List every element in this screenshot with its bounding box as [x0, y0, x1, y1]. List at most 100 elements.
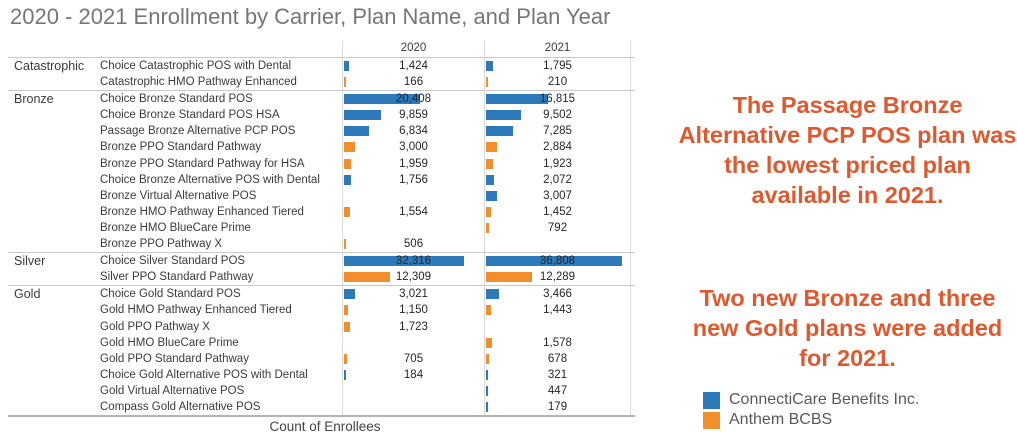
enrollment-bar [486, 77, 488, 88]
page-title: 2020 - 2021 Enrollment by Carrier, Plan … [10, 4, 611, 29]
bar-cell-2021: 2,072 [484, 171, 631, 188]
table-row: Gold Choice Gold Standard POS 3,021 3,466 [8, 285, 635, 303]
table-row: Bronze PPO Standard Pathway for HSA 1,959… [8, 155, 635, 172]
enrollment-bar [344, 158, 351, 169]
legend: ConnectiCare Benefits Inc. Anthem BCBS [703, 390, 919, 430]
tier-label [8, 399, 96, 415]
enrollment-bar [344, 94, 420, 105]
plan-name: Choice Bronze Standard POS [100, 93, 253, 106]
enrollment-value: 2,884 [543, 141, 572, 154]
bar-cell-2021: 1,795 [484, 58, 631, 75]
table-row: Choice Bronze Standard POS HSA 9,859 9,502 [8, 107, 635, 124]
enrollment-bar [486, 385, 488, 396]
plan-name: Compass Gold Alternative POS [100, 400, 261, 413]
plan-name: Silver PPO Standard Pathway [100, 271, 254, 284]
enrollment-bar [486, 110, 521, 121]
tier-label [8, 335, 96, 351]
enrollment-bar [344, 305, 348, 316]
enrollment-bar [344, 369, 346, 380]
bar-cell-2020 [342, 219, 484, 237]
tier-label [8, 319, 96, 335]
bar-cell-2020 [342, 382, 484, 399]
table-row: Gold PPO Standard Pathway 705 678 [8, 350, 635, 367]
table-row: Passage Bronze Alternative PCP POS 6,834 7… [8, 123, 635, 140]
bar-cell-2021: 2,884 [484, 139, 631, 156]
enrollment-bar [344, 353, 347, 364]
enrollment-value: 1,756 [399, 173, 428, 186]
enrollment-chart: 2020 2021 Catastrophic Choice Catastrophi… [8, 40, 635, 418]
enrollment-bar [344, 272, 390, 283]
enrollment-value: 321 [547, 368, 568, 381]
enrollment-bar [486, 190, 497, 201]
x-axis-label: Count of Enrollees [269, 419, 381, 434]
enrollment-bar [486, 126, 513, 137]
plan-name: Bronze Virtual Alternative POS [100, 189, 257, 202]
plan-name: Bronze HMO Pathway Enhanced Tiered [100, 205, 304, 218]
plan-name: Bronze HMO BlueCare Prime [100, 221, 251, 234]
tier-label: Catastrophic [14, 59, 85, 73]
enrollment-bar [486, 174, 494, 185]
plan-name: Choice Gold Alternative POS with Dental [100, 368, 308, 381]
tier-label [8, 236, 96, 252]
enrollment-bar [486, 305, 491, 316]
enrollment-value: 1,150 [399, 304, 428, 317]
enrollment-bar [344, 174, 351, 185]
bar-cell-2021 [484, 236, 631, 253]
enrollment-bar [344, 206, 350, 217]
enrollment-bar [344, 61, 349, 71]
enrollment-bar [344, 110, 381, 121]
enrollment-bar [486, 94, 548, 105]
enrollment-value: 20,408 [395, 93, 432, 106]
bar-cell-2021: 678 [484, 350, 631, 367]
column-header-2021: 2021 [484, 40, 631, 57]
enrollment-bar [344, 321, 350, 332]
anthem-swatch-icon [703, 411, 720, 429]
enrollment-value: 1,452 [543, 205, 572, 218]
enrollment-bar [486, 272, 532, 283]
annotation-lowest-priced: The Passage Bronze Alternative PCP POS p… [678, 92, 1017, 208]
legend-item: ConnectiCare Benefits Inc. [703, 390, 919, 410]
enrollment-bar [486, 369, 488, 380]
table-row: Gold PPO Pathway X 1,723 [8, 318, 635, 335]
tier-header-spacer [8, 40, 96, 57]
legend-item: Anthem BCBS [703, 410, 919, 430]
enrollment-value: 1,424 [399, 60, 428, 72]
enrollment-bar [486, 206, 491, 217]
table-row: Silver Choice Silver Standard POS 32,316 36… [8, 252, 635, 270]
tier-label [8, 156, 96, 172]
enrollment-bar [344, 239, 346, 250]
bar-cell-2021: 210 [484, 74, 631, 91]
enrollment-bar [344, 77, 346, 88]
annotation-new-plans: Two new Bronze and three new Gold plans … [692, 285, 1003, 371]
enrollment-value: 792 [547, 221, 568, 234]
enrollment-bar [486, 158, 493, 169]
tier-label [8, 107, 96, 123]
enrollment-value: 1,578 [543, 336, 572, 349]
enrollment-value: 3,007 [543, 189, 572, 202]
enrollment-bar [486, 256, 622, 267]
bar-cell-2020: 6,834 [342, 123, 484, 140]
plan-name: Choice Silver Standard POS [100, 255, 246, 268]
enrollment-value: 678 [547, 352, 568, 365]
tier-label [8, 220, 96, 236]
plan-name: Passage Bronze Alternative PCP POS [100, 125, 296, 138]
bar-cell-2020: 184 [342, 366, 484, 383]
tier-label [8, 269, 96, 285]
plan-name: Choice Bronze Alternative POS with Denta… [100, 173, 320, 186]
table-row: Catastrophic Choice Catastrophic POS with… [8, 58, 635, 75]
bar-cell-2021: 1,452 [484, 203, 631, 220]
enrollment-bar [486, 289, 499, 300]
bar-cell-2021: 1,443 [484, 302, 631, 319]
bar-cell-2021: 16,815 [484, 91, 631, 108]
tier-label [8, 383, 96, 399]
bar-cell-2020: 32,316 [342, 253, 484, 270]
table-row: Silver PPO Standard Pathway 12,309 12,289 [8, 269, 635, 286]
table-row: Compass Gold Alternative POS 179 [8, 398, 635, 416]
table-row: Choice Bronze Alternative POS with Denta… [8, 171, 635, 188]
enrollment-bar [486, 353, 489, 364]
bar-cell-2021: 3,007 [484, 187, 631, 204]
tier-label [8, 188, 96, 204]
tier-label [8, 139, 96, 155]
enrollment-value: 32,316 [395, 255, 432, 268]
bar-cell-2021: 1,578 [484, 334, 631, 351]
